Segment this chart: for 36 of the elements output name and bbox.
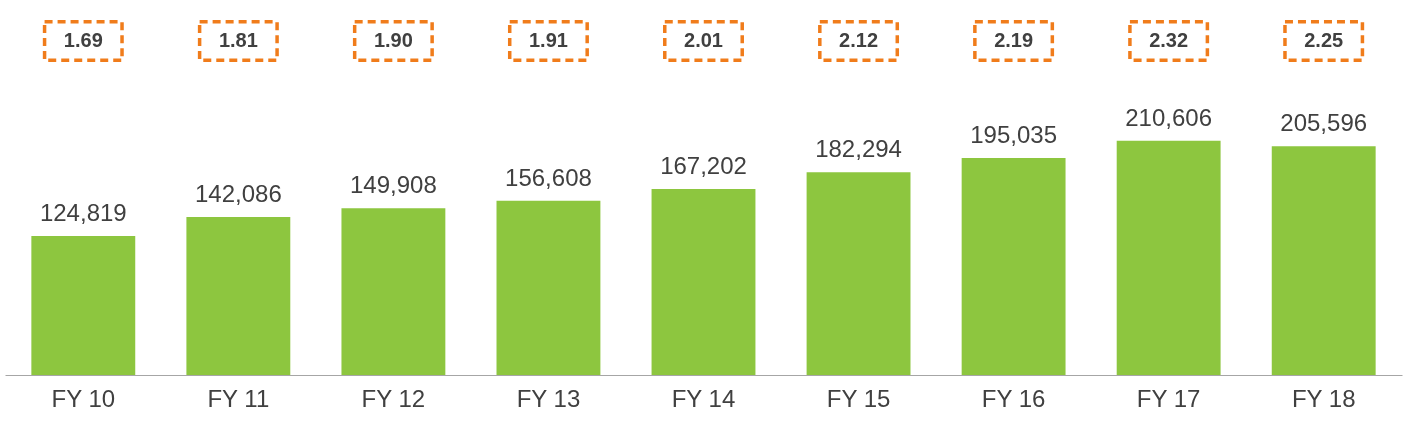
x-tick-label: FY 13 (516, 384, 581, 412)
bar (1271, 146, 1376, 375)
x-tick-label: FY 10 (51, 384, 116, 412)
bar (496, 200, 601, 375)
data-label: 195,035 (970, 120, 1057, 148)
x-tick-label: FY 11 (207, 384, 270, 412)
text: 1.81 (218, 29, 258, 51)
data-label: 205,596 (1280, 109, 1368, 137)
text: 1.90 (373, 29, 413, 51)
data-label: 149,908 (350, 171, 437, 199)
bar (651, 188, 756, 375)
text: 1.91 (528, 29, 568, 51)
bar (961, 157, 1066, 375)
x-tick-label: FY 14 (671, 384, 736, 412)
bar (1116, 140, 1221, 375)
text: 1.69 (63, 29, 103, 51)
text: 2.19 (994, 29, 1034, 51)
data-label: 182,294 (815, 135, 902, 163)
x-tick-label: FY 12 (361, 384, 426, 412)
data-label: 124,819 (39, 199, 127, 227)
x-tick-label: FY 17 (1136, 384, 1201, 412)
x-tick-label: FY 16 (981, 384, 1046, 412)
data-label: 156,608 (505, 163, 592, 191)
data-label: 210,606 (1125, 103, 1213, 131)
x-tick-label: FY 15 (826, 384, 891, 412)
bar (186, 216, 291, 375)
data-label: 142,086 (194, 179, 282, 207)
bar (31, 236, 136, 375)
text: 2.32 (1149, 29, 1189, 51)
bar (806, 172, 911, 375)
text: 2.12 (839, 29, 879, 51)
data-label: 167,202 (660, 151, 747, 179)
text: 2.25 (1304, 29, 1344, 51)
text: 2.01 (684, 29, 723, 51)
bar (341, 208, 446, 375)
x-tick-label: FY 18 (1291, 384, 1356, 412)
